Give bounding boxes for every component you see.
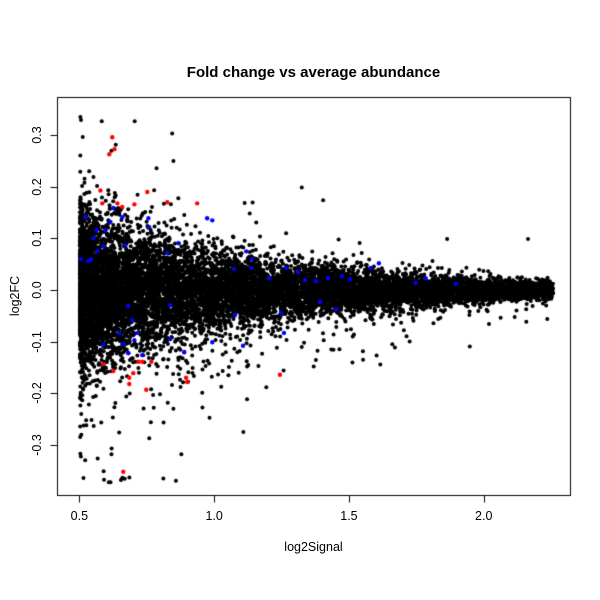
y-tick-label: -0.2 [30,382,44,405]
y-tick-label: 0.2 [30,178,44,196]
x-tick-label: 0.5 [70,509,89,523]
y-tick-label: -0.3 [30,434,44,456]
y-tick-label: -0.1 [30,330,44,353]
y-axis-label-text: log2FC [8,275,22,317]
x-tick-label: 2.0 [475,509,493,523]
y-tick-label: 0.1 [30,229,44,248]
y-tick-label: 0.0 [30,281,44,299]
y-tick-label: 0.3 [30,126,44,144]
chart-title: Fold change vs average abundance [186,64,441,81]
x-axis-label: log2Signal [284,540,343,554]
x-tick-label: 1.5 [340,509,358,523]
x-tick-label: 1.0 [205,509,223,523]
